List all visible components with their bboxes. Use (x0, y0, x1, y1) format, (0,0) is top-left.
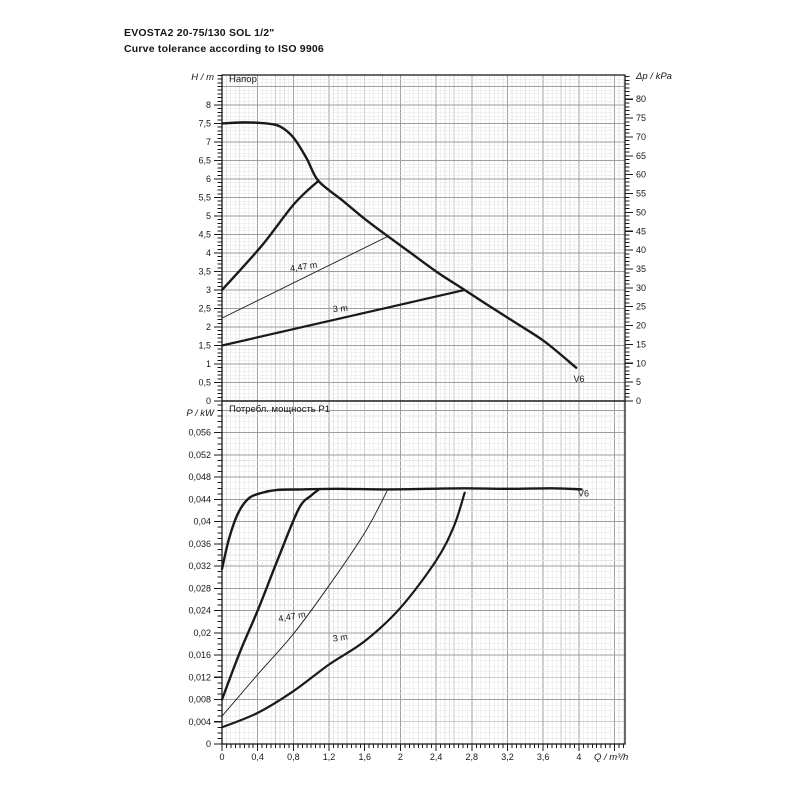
power-curve-setpoint-3m (220, 491, 466, 729)
kpa-tick-label: 65 (636, 151, 646, 161)
head-curve-setpoint-3m (220, 288, 466, 347)
x-tick-label: 3,6 (537, 752, 550, 762)
curve-label-V6: V6 (578, 489, 589, 499)
y-tick-label: 0,052 (188, 450, 211, 460)
y-tick-label: 2,5 (198, 303, 211, 313)
y-tick-label: 4,5 (198, 229, 211, 239)
x-tick-label: 0 (219, 752, 224, 762)
power-curve-proportional-max (220, 488, 320, 701)
x-tick-label: 0,8 (287, 752, 300, 762)
kpa-tick-label: 15 (636, 339, 646, 349)
kpa-tick-label: 25 (636, 302, 646, 312)
y-tick-label: 0,032 (188, 561, 211, 571)
kpa-tick-label: 70 (636, 132, 646, 142)
x-tick-label: 2 (398, 752, 403, 762)
y-tick-label: 0,004 (188, 717, 211, 727)
head-curve-max-speed-v6 (220, 121, 578, 369)
y-tick-label: 0 (206, 396, 211, 406)
y-tick-label: 8 (206, 100, 211, 110)
chart-title: Потребл. мощность P1 (229, 404, 330, 415)
y-tick-label: 5,5 (198, 192, 211, 202)
y-tick-label: 7 (206, 137, 211, 147)
y-tick-label: 0 (206, 739, 211, 749)
power-curve-setpoint-4-47m (221, 490, 388, 717)
y-tick-label: 0,008 (188, 695, 211, 705)
kpa-tick-label: 45 (636, 226, 646, 236)
y-tick-label: 0,048 (188, 472, 211, 482)
y-tick-label: 0,016 (188, 650, 211, 660)
head-curve-setpoint-4-47m (221, 235, 389, 319)
kpa-tick-label: 20 (636, 321, 646, 331)
kpa-tick-label: 10 (636, 358, 646, 368)
curve-tolerance-note: Curve tolerance according to ISO 9906 (124, 43, 324, 55)
kpa-tick-label: 80 (636, 94, 646, 104)
kpa-tick-label: 55 (636, 189, 646, 199)
kpa-tick-label: 50 (636, 207, 646, 217)
curve-label-4-47-m: 4,47 m (278, 609, 307, 624)
y-tick-label: 0,5 (198, 377, 211, 387)
y-tick-label: 0,04 (193, 517, 211, 527)
power-curve-max-speed-v6 (220, 487, 583, 571)
x-axis-label: Q / m³/h (594, 752, 628, 763)
x-tick-label: 2,4 (430, 752, 443, 762)
kpa-tick-label: 35 (636, 264, 646, 274)
y-tick-label: 3,5 (198, 266, 211, 276)
y-tick-label: 6 (206, 174, 211, 184)
y-tick-label: 7,5 (198, 118, 211, 128)
y-tick-label: 4 (206, 248, 211, 258)
y-tick-label: 0,028 (188, 583, 211, 593)
x-tick-label: 0,4 (251, 752, 264, 762)
kpa-tick-label: 5 (636, 377, 641, 387)
x-tick-label: 3,2 (501, 752, 514, 762)
curve-label-3-m: 3 m (332, 632, 348, 644)
x-tick-label: 2,8 (466, 752, 479, 762)
chart-head: 00,511,522,533,544,555,566,577,580510152… (191, 71, 672, 406)
curve-label-V6: V6 (574, 374, 585, 384)
y-tick-label: 3 (206, 285, 211, 295)
curve-label-3-m: 3 m (332, 303, 348, 314)
pump-model-title: EVOSTA2 20-75/130 SOL 1/2" (124, 27, 275, 39)
y-axis-label: P / kW (186, 408, 215, 419)
y-tick-label: 0,02 (193, 628, 211, 638)
kpa-tick-label: 40 (636, 245, 646, 255)
y-tick-label: 0,056 (188, 428, 211, 438)
y-tick-label: 1,5 (198, 340, 211, 350)
y-tick-label: 6,5 (198, 155, 211, 165)
chart-power: 0 0,004 0,008 0,012 0,016 0,02 0,024 0,028 0,032… (186, 400, 628, 763)
chart-title: Напор (229, 74, 257, 85)
x-tick-label: 1,6 (358, 752, 371, 762)
y-tick-label: 0,024 (188, 606, 211, 616)
y-tick-label: 1 (206, 359, 211, 369)
y-tick-label: 0,036 (188, 539, 211, 549)
y-tick-label: 2 (206, 322, 211, 332)
kpa-tick-label: 0 (636, 396, 641, 406)
kpa-tick-label: 60 (636, 170, 646, 180)
x-tick-label: 1,2 (323, 752, 336, 762)
curve-label-4-47-m: 4,47 m (289, 260, 318, 274)
kpa-tick-label: 30 (636, 283, 646, 293)
head-curve-proportional-max (220, 179, 320, 292)
y-axis-label: H / m (191, 72, 214, 83)
y-tick-label: 0,044 (188, 494, 211, 504)
x-tick-label: 4 (576, 752, 581, 762)
y-tick-label: 0,012 (188, 672, 211, 682)
y-tick-label: 5 (206, 211, 211, 221)
plot-frame (221, 400, 626, 745)
kpa-tick-label: 75 (636, 113, 646, 123)
right-axis-label: Δp / kPa (635, 71, 672, 82)
